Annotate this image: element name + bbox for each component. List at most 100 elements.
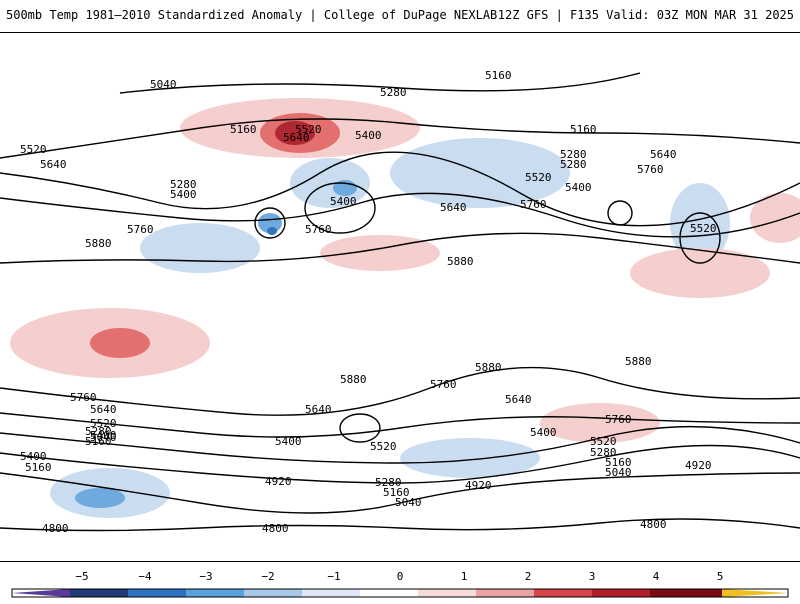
contour-label: 5280 [560, 158, 587, 171]
anomaly-area [630, 248, 770, 298]
contour-label: 5760 [305, 223, 332, 236]
contour-label: 5520 [20, 143, 47, 156]
contour-label: 5160 [25, 461, 52, 474]
contour-label: 5280 [560, 148, 587, 161]
colorbar-tick: 0 [397, 570, 404, 583]
contour-label: 4920 [465, 479, 492, 492]
colorbar-tick: 3 [589, 570, 596, 583]
contour-line [0, 412, 800, 438]
contour-label: 5040 [605, 466, 632, 479]
header: 500mb Temp 1981–2010 Standardized Anomal… [0, 0, 800, 30]
colorbar-min-arrow [12, 589, 70, 597]
colorbar-outline [11, 588, 789, 598]
contour-label: 5520 [525, 171, 552, 184]
contour-label: 5400 [565, 181, 592, 194]
contour-label: 4800 [42, 522, 69, 535]
contour-label: 5400 [20, 450, 47, 463]
colorbar-segment [186, 589, 244, 597]
contour-label: 5880 [475, 361, 502, 374]
contour-label: 5760 [70, 391, 97, 404]
contour-line [0, 151, 800, 227]
contour-label: 5400 [355, 129, 382, 142]
contour-line [0, 192, 800, 238]
contour-label: 5520 [90, 417, 117, 430]
contour-line [0, 118, 800, 159]
colorbar: −5 −4 −3 −2 −1 0 1 2 3 4 5 [0, 566, 800, 600]
contour-line [0, 518, 800, 532]
anomaly-area [320, 235, 440, 271]
height-contours [0, 72, 800, 532]
contour-label: 5280 [85, 425, 112, 438]
contour-label: 5520 [590, 435, 617, 448]
colorbar-tick: −3 [199, 570, 212, 583]
contour-line [0, 444, 800, 484]
contour-label: 5160 [570, 123, 597, 136]
contour-label: 5760 [127, 223, 154, 236]
contour-label: 5760 [637, 163, 664, 176]
contour-label: 5400 [170, 188, 197, 201]
contour-line [0, 366, 800, 416]
contour-label: 5280 [170, 178, 197, 191]
anomaly-area [400, 438, 540, 478]
contour-label: 5160 [383, 486, 410, 499]
anomaly-area [540, 403, 660, 443]
anomaly-area [670, 183, 730, 263]
contour-line [304, 182, 376, 234]
contour-label: 5280 [375, 476, 402, 489]
colorbar-segment [418, 589, 476, 597]
anomaly-area [75, 488, 125, 508]
contour-line [0, 232, 800, 264]
contour-label: 4800 [640, 518, 667, 531]
colorbar-segment [360, 589, 418, 597]
colorbar-segment [244, 589, 302, 597]
anomaly-area [275, 121, 315, 145]
anomaly-shading [10, 98, 800, 518]
colorbar-tick: −4 [138, 570, 152, 583]
contour-label: 5040 [395, 496, 422, 509]
contour-label: 5280 [590, 446, 617, 459]
contour-line [339, 413, 381, 443]
contour-label: 5520 [370, 440, 397, 453]
contour-label: 5640 [283, 131, 310, 144]
contour-label: 5160 [230, 123, 257, 136]
colorbar-segment [70, 589, 128, 597]
contour-label: 5640 [305, 403, 332, 416]
contour-label: 5760 [520, 198, 547, 211]
contour-label: 5640 [650, 148, 677, 161]
colorbar-segment [592, 589, 650, 597]
contour-label: 5040 [90, 431, 117, 444]
contour-label: 5880 [85, 237, 112, 250]
contour-label: 5400 [330, 195, 357, 208]
contour-line [0, 425, 800, 464]
contour-label: 5400 [90, 429, 117, 442]
anomaly-map: 5040 5160 5280 5520 5640 5160 5520 5400 … [0, 32, 800, 562]
colorbar-svg: −5 −4 −3 −2 −1 0 1 2 3 4 5 [11, 570, 789, 598]
contour-label: 5640 [505, 393, 532, 406]
anomaly-area [750, 193, 800, 243]
contour-line [679, 212, 721, 264]
colorbar-tick: −2 [261, 570, 274, 583]
colorbar-segment [128, 589, 186, 597]
contour-label: 5160 [85, 435, 112, 448]
contour-label: 5160 [485, 69, 512, 82]
contour-label: 5640 [440, 201, 467, 214]
anomaly-area [258, 213, 282, 233]
colorbar-ticks: −5 −4 −3 −2 −1 0 1 2 3 4 5 [75, 570, 723, 583]
colorbar-tick: 5 [717, 570, 724, 583]
contour-label: 5880 [447, 255, 474, 268]
colorbar-segment [302, 589, 360, 597]
anomaly-area [333, 180, 357, 196]
contour-label: 5640 [90, 403, 117, 416]
contour-label: 5280 [380, 86, 407, 99]
contour-line [0, 472, 800, 514]
contour-label: 5760 [430, 378, 457, 391]
model-run-info: 12Z GFS | F135 Valid: 03Z MON MAR 31 202… [497, 8, 794, 22]
colorbar-tick: 2 [525, 570, 532, 583]
contour-label: 5640 [40, 158, 67, 171]
colorbar-segment [534, 589, 592, 597]
contour-line [119, 72, 641, 94]
contour-label: 4920 [265, 475, 292, 488]
colorbar-tick: 1 [461, 570, 468, 583]
map-title: 500mb Temp 1981–2010 Standardized Anomal… [6, 8, 498, 22]
contour-label: 5880 [625, 355, 652, 368]
